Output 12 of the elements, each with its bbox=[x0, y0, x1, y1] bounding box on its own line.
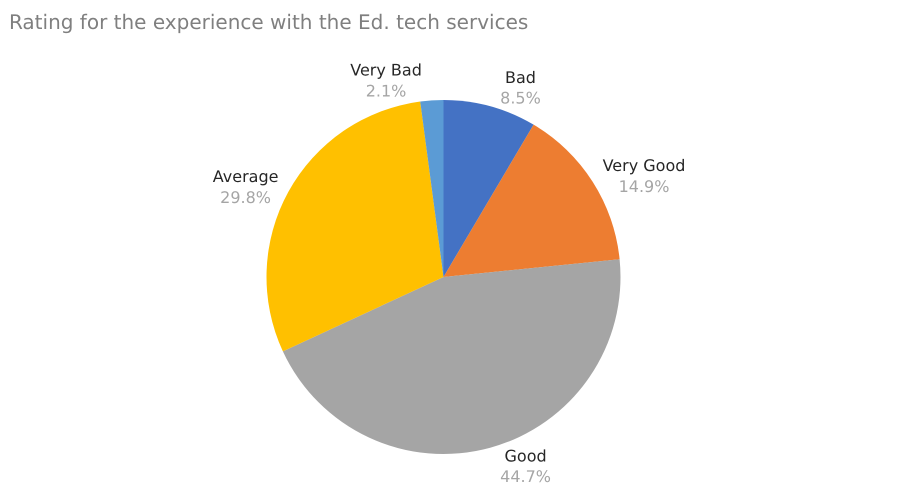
data-label: 29.8% bbox=[220, 188, 272, 208]
data-label: 14.9% bbox=[618, 176, 670, 196]
slice-label: Good bbox=[504, 446, 547, 466]
pie-slice bbox=[420, 100, 444, 277]
data-label: 44.7% bbox=[500, 467, 551, 486]
data-label: 8.5% bbox=[500, 88, 541, 108]
slice-label: Very Good bbox=[602, 156, 686, 176]
chart-title: Rating for the experience with the Ed. tech services bbox=[8, 10, 528, 34]
data-label: 2.1% bbox=[366, 81, 406, 100]
slice-label: Bad bbox=[505, 68, 536, 87]
slice-label: Very Bad bbox=[350, 60, 422, 80]
slice-label: Average bbox=[212, 167, 278, 186]
